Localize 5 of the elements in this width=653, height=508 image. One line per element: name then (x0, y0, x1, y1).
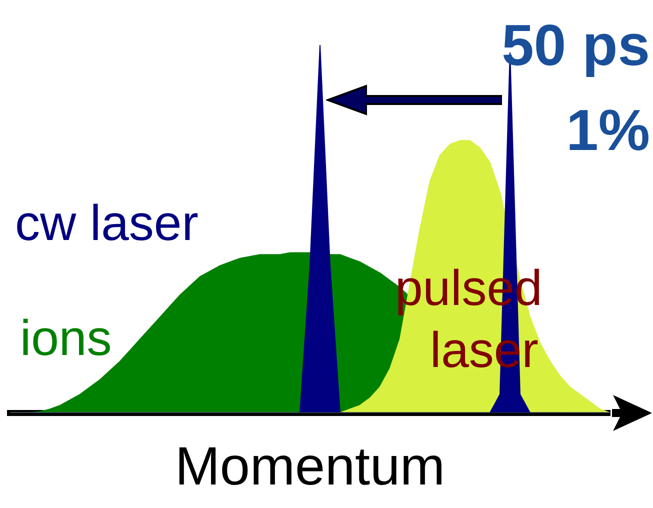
text: cw laser (15, 195, 198, 251)
x-axis-title: Momentum (174, 436, 446, 496)
annotation: 50 ps (502, 13, 650, 78)
annotation: 1% (566, 98, 650, 163)
series-label: ions (20, 310, 112, 366)
